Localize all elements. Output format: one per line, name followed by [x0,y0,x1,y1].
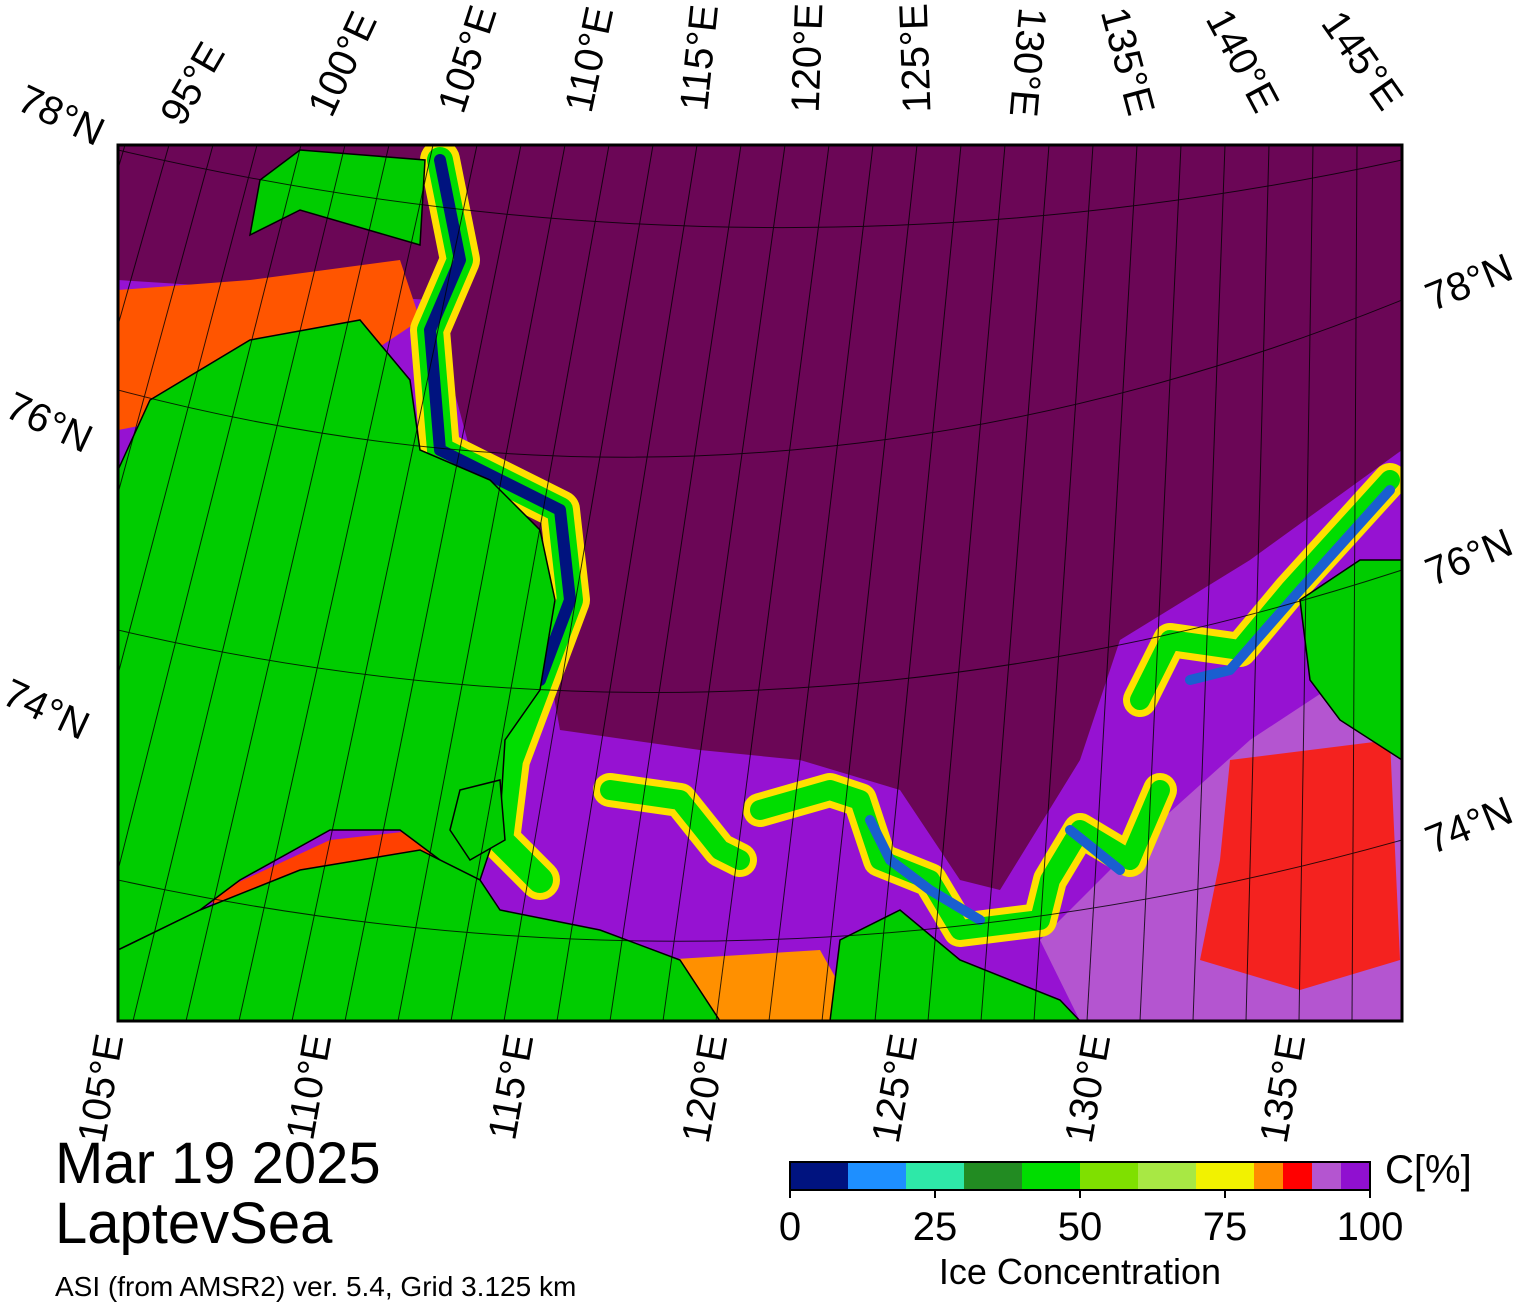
meridian [1351,145,1358,1021]
graticule [118,145,1402,1021]
right-label: 76°N [1419,521,1518,595]
top-label: 100°E [300,5,386,123]
meridian [927,145,1006,1021]
top-label: 130°E [1001,6,1054,119]
open-water-patch [1200,740,1400,990]
colorbar-segment [790,1162,848,1190]
right-label: 78°N [1419,246,1518,320]
colorbar-segment [1138,1162,1196,1190]
meridian [1298,145,1314,1021]
colorbar-segment [1312,1162,1341,1190]
meridian [1139,145,1182,1021]
colorbar-segment [1022,1162,1080,1190]
bottom-label: 110°E [278,1031,340,1143]
meridian [344,145,522,1021]
left-label: 74°N [0,671,96,749]
colorbar-segment [1341,1162,1370,1190]
colorbar-unit: C[%] [1385,1148,1472,1192]
meridian [132,145,346,1021]
bottom-label: 115°E [480,1031,542,1143]
map [118,145,1402,1021]
meridian [118,145,214,496]
meridian [768,145,874,1021]
bottom-label: 120°E [674,1031,736,1146]
meridian [1033,145,1094,1021]
colorbar-segment [1080,1162,1138,1190]
meridian [662,145,786,1021]
meridian [118,145,302,873]
colorbar-segment [964,1162,1022,1190]
colorbar-segment [848,1162,906,1190]
colorbar-tick-label: 0 [779,1205,801,1249]
colorbar-tick-label: 50 [1058,1205,1103,1249]
meridian [185,145,390,1021]
colorbar-tick-label: 25 [913,1205,958,1249]
meridian [609,145,742,1021]
colorbar-tick-label: 75 [1203,1205,1248,1249]
bottom-label: 135°E [1252,1031,1314,1146]
meridian [118,145,258,677]
source: ASI (from AMSR2) ver. 5.4, Grid 3.125 km [55,1271,576,1302]
colorbar-segment [1283,1162,1312,1190]
date: Mar 19 2025 [55,1131,381,1196]
top-label: 120°E [784,2,832,113]
meridian [1245,145,1270,1021]
left-label: 78°N [11,77,111,155]
meridian [980,145,1050,1021]
meridian [874,145,962,1021]
top-label: 145°E [1313,3,1412,118]
ice-edge [410,145,1402,947]
top-label: 115°E [672,3,727,113]
meridian [118,145,126,171]
map-frame [116,143,1404,1023]
colorbar-segment [1196,1162,1254,1190]
meridian [821,145,918,1021]
meridian [450,145,610,1021]
top-label: 125°E [892,3,940,114]
top-label: 105°E [430,0,506,118]
bottom-label: 130°E [1057,1031,1119,1146]
left-label: 76°N [0,384,99,462]
meridian [291,145,478,1021]
meridian [397,145,566,1021]
top-label: 95°E [152,35,234,132]
meridian [503,145,654,1021]
top-label: 140°E [1197,2,1287,119]
region: LaptevSea [55,1191,333,1256]
meridian [118,145,170,327]
meridian [715,145,830,1021]
top-label: 110°E [557,3,622,116]
colorbar-segment [1254,1162,1283,1190]
meridian [238,145,434,1021]
top-label: 135°E [1092,3,1163,120]
colorbar-tick-label: 100 [1337,1205,1404,1249]
meridian [556,145,698,1021]
bottom-label: 125°E [864,1031,926,1146]
right-label: 74°N [1419,789,1518,863]
colorbar-segment [906,1162,964,1190]
polynya [660,950,860,1021]
meridian [1086,145,1138,1021]
bottom-label: 105°E [70,1031,132,1146]
colorbar-label: Ice Concentration [939,1251,1221,1292]
meridian [1192,145,1226,1021]
